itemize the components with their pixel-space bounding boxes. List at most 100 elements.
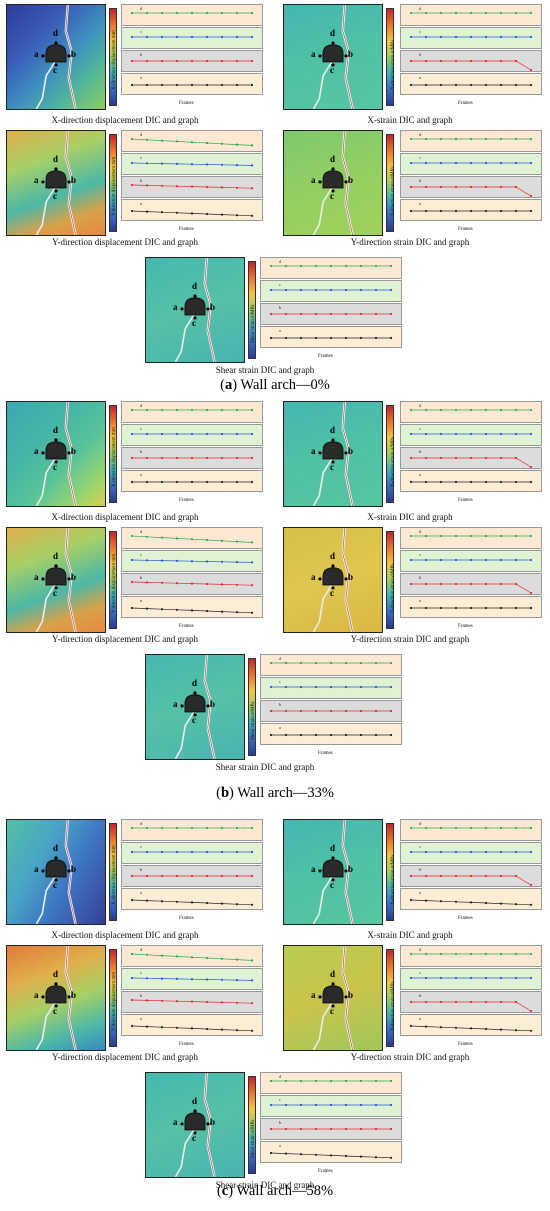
- series-point-c: [205, 163, 209, 166]
- point-label-a: a: [311, 48, 316, 59]
- trend-graph: d c b a Frames: [400, 945, 542, 1049]
- series-legend-b: b: [140, 449, 142, 454]
- tunnel-opening: [45, 985, 67, 1004]
- trend-graph: d c b a Frames: [260, 257, 402, 361]
- measure-point: [54, 878, 58, 882]
- series-point-c: [389, 288, 393, 292]
- cell-caption: Shear strain DIC and graph: [215, 762, 315, 772]
- series-plot: [130, 408, 254, 412]
- point-label-a: a: [173, 301, 178, 312]
- x-axis-label: Frames: [179, 916, 194, 921]
- crack-line: [174, 706, 198, 759]
- series-point-a: [424, 209, 428, 213]
- colorbar: [386, 949, 394, 1047]
- series-plot: [409, 432, 533, 436]
- series-point-d: [220, 408, 224, 412]
- series-point-d: [499, 826, 503, 830]
- series-point-d: [205, 11, 209, 15]
- series-point-c: [284, 1103, 288, 1107]
- series-point-b: [529, 68, 533, 71]
- dic-overlay: [35, 5, 77, 109]
- series-point-c: [529, 976, 533, 980]
- series-point-a: [389, 1156, 393, 1159]
- point-label-c: c: [330, 190, 334, 201]
- point-label-b: b: [71, 174, 77, 185]
- series-point-b: [190, 59, 194, 63]
- series-panel-d: d: [121, 527, 263, 549]
- measure-point: [67, 577, 71, 581]
- series-legend-b: b: [419, 449, 421, 454]
- series-point-c: [130, 850, 134, 854]
- series-panel-a: a: [121, 596, 263, 618]
- series-legend-b: b: [140, 867, 142, 872]
- series-point-c: [250, 850, 254, 854]
- series-point-a: [424, 899, 428, 902]
- subtitle-text: Wall arch—33%: [233, 785, 334, 801]
- subtitle-paren-close: ): [232, 377, 238, 393]
- series-plot: [409, 606, 533, 610]
- crack-edge: [65, 820, 76, 924]
- series-point-b: [469, 456, 473, 460]
- series-point-d: [235, 143, 239, 146]
- series-point-d: [160, 11, 164, 15]
- series-point-c: [454, 161, 458, 165]
- series-point-c: [409, 161, 413, 165]
- measure-point: [193, 1109, 197, 1113]
- series-point-c: [424, 161, 428, 165]
- series-point-c: [484, 432, 488, 436]
- series-point-d: [145, 11, 149, 15]
- series-point-b: [424, 59, 428, 63]
- series-point-a: [284, 733, 288, 737]
- series-legend-b: b: [279, 305, 281, 310]
- point-label-d: d: [330, 27, 336, 38]
- series-panel-b: b: [260, 700, 402, 722]
- series-point-b: [424, 1000, 428, 1004]
- series-point-c: [329, 288, 333, 292]
- point-label-a: a: [173, 1116, 178, 1127]
- series-point-c: [284, 288, 288, 292]
- series-legend-b: b: [279, 702, 281, 707]
- series-point-c: [235, 561, 239, 564]
- point-label-c: c: [53, 64, 57, 75]
- tunnel-opening: [322, 859, 344, 878]
- series-point-b: [235, 1001, 239, 1004]
- subtitle-paren-close: ): [229, 785, 234, 801]
- series-point-c: [514, 432, 518, 436]
- series-panel-d: d: [400, 130, 542, 152]
- series-point-d: [454, 408, 458, 412]
- series-point-d: [439, 408, 443, 412]
- series-point-c: [175, 559, 179, 562]
- colorbar: [386, 8, 394, 106]
- tunnel-opening: [45, 859, 67, 878]
- series-point-c: [424, 558, 428, 562]
- series-point-d: [439, 826, 443, 830]
- point-label-b: b: [348, 48, 354, 59]
- series-point-d: [374, 661, 378, 665]
- series-legend-a: a: [279, 725, 281, 730]
- measure-point: [54, 982, 58, 986]
- series-point-b: [439, 185, 443, 189]
- series-plot: [130, 161, 254, 167]
- series-plot: [409, 976, 533, 980]
- series-point-b: [424, 582, 428, 586]
- series-point-a: [190, 480, 194, 484]
- colorbar: [386, 405, 394, 503]
- series-point-c: [329, 1103, 333, 1107]
- series-point-a: [344, 733, 348, 737]
- series-panel-a: a: [260, 1141, 402, 1163]
- series-point-a: [484, 83, 488, 87]
- series-legend-c: c: [140, 844, 142, 849]
- series-point-b: [359, 1127, 363, 1131]
- series-legend-b: b: [140, 993, 142, 998]
- crack-line: [312, 56, 336, 109]
- series-point-d: [314, 661, 318, 665]
- series-point-a: [145, 1025, 149, 1028]
- series-point-a: [175, 900, 179, 903]
- series-legend-a: a: [419, 598, 421, 603]
- series-point-a: [284, 1152, 288, 1155]
- series-panel-d: d: [121, 4, 263, 26]
- series-point-b: [329, 709, 333, 713]
- series-point-c: [484, 161, 488, 165]
- colorbar: [386, 134, 394, 232]
- series-panel-d: d: [121, 401, 263, 423]
